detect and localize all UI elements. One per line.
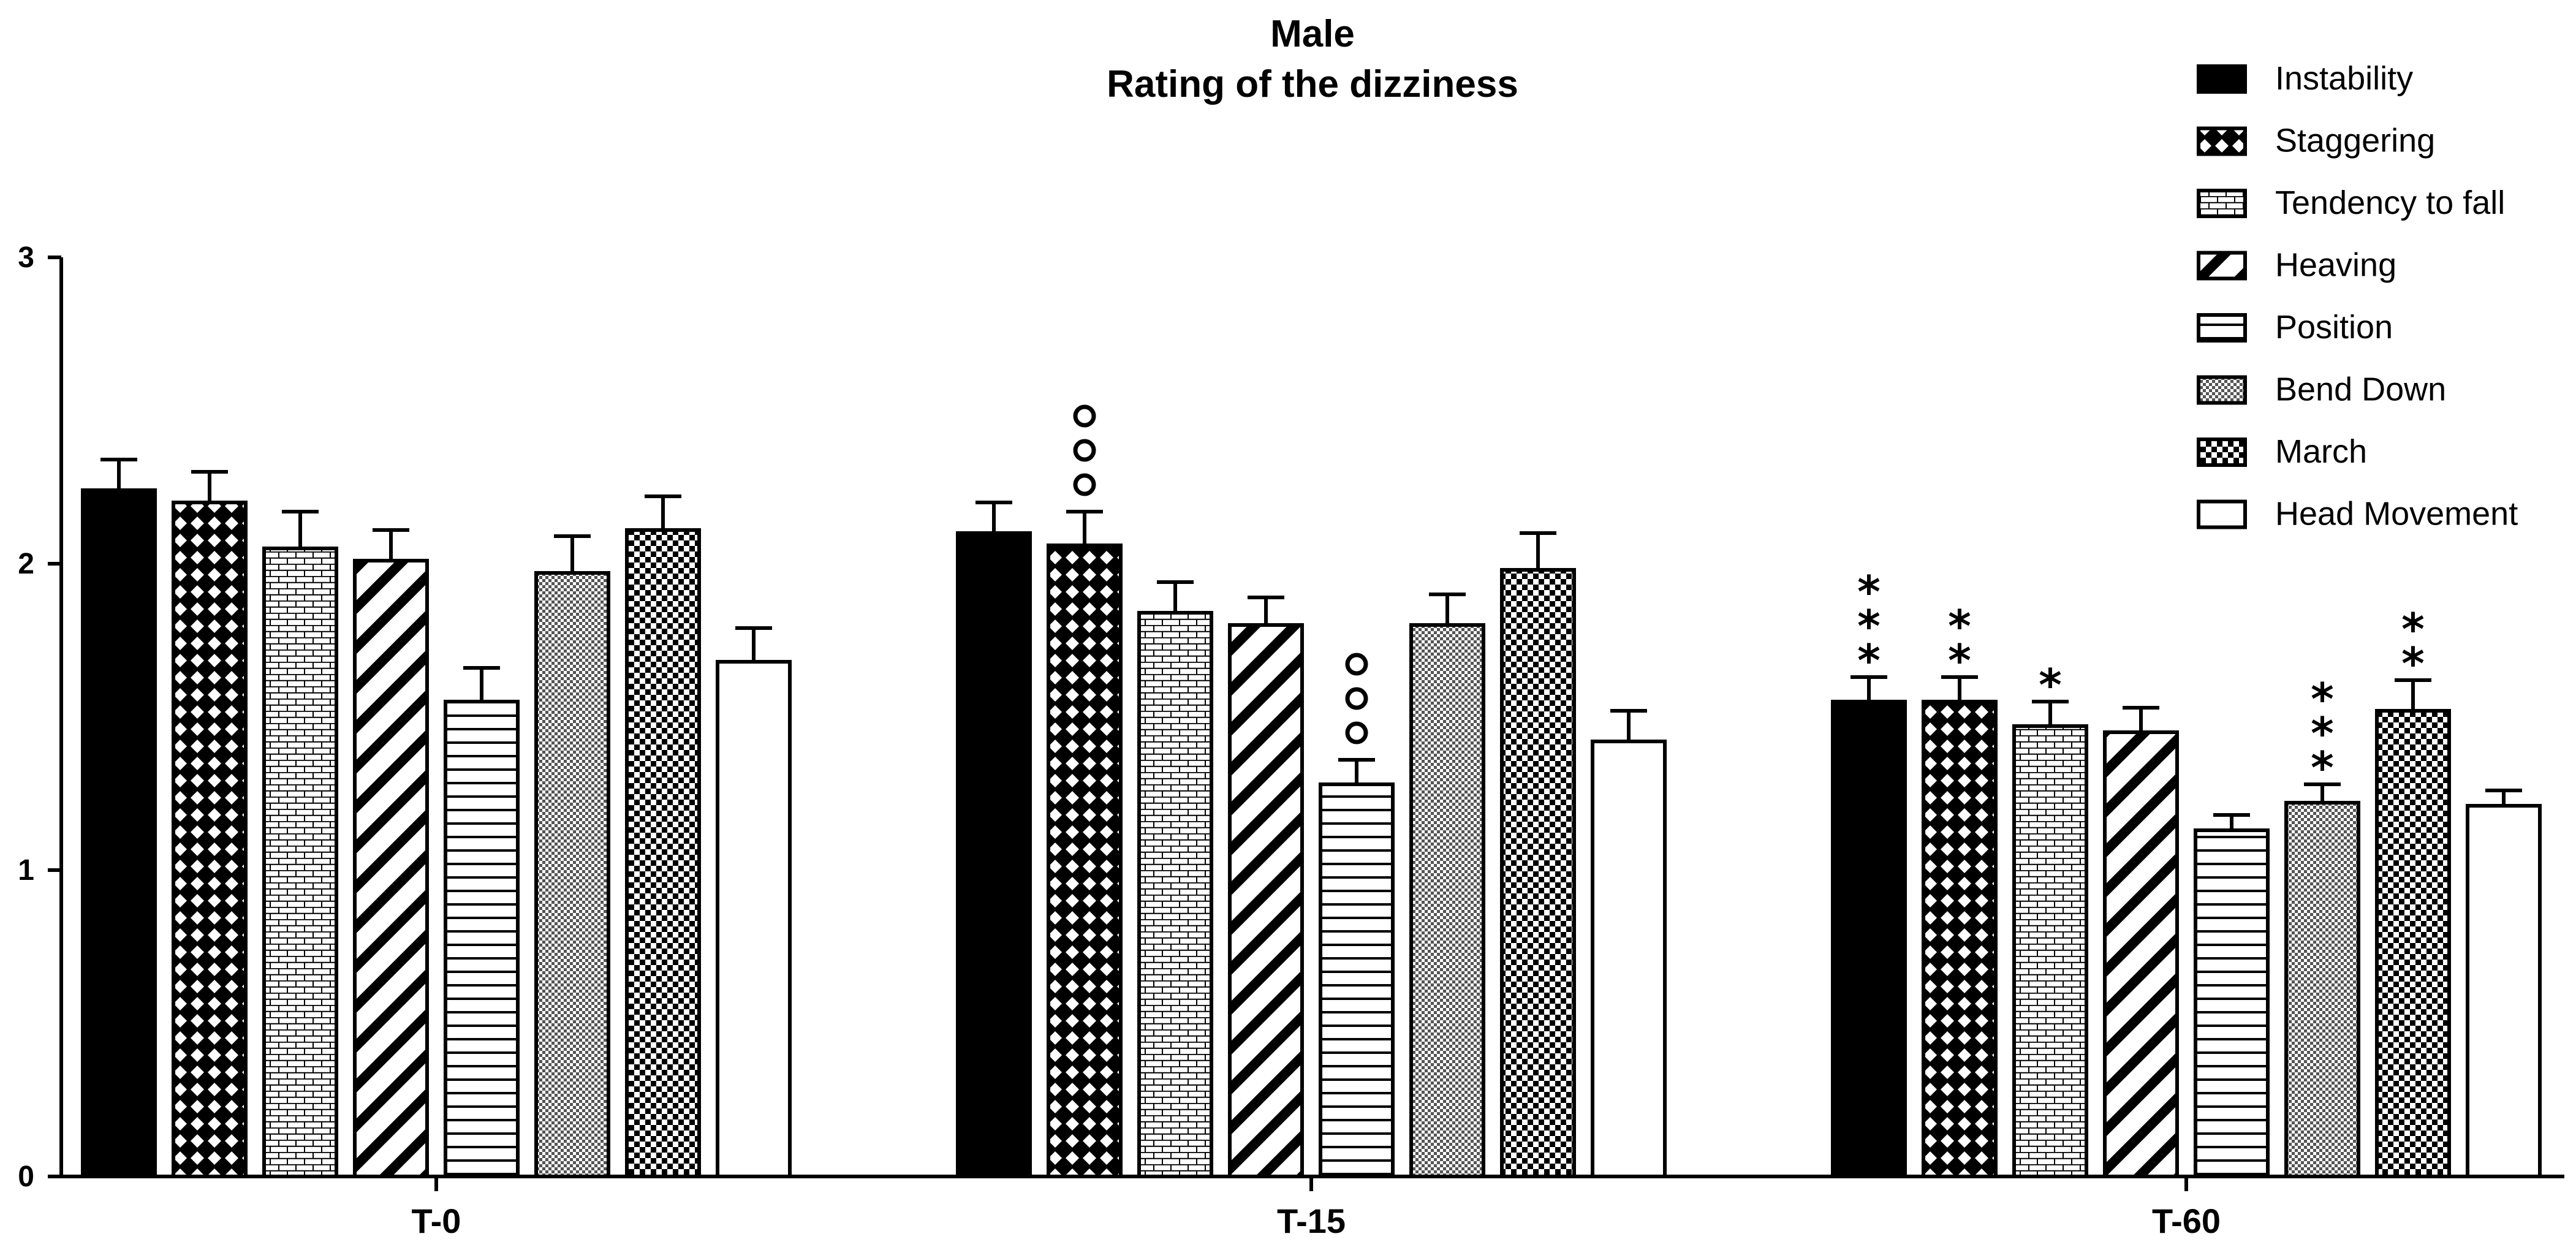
legend-label-heaving: Heaving xyxy=(2275,247,2396,284)
significance-star-t-60-march-1: * xyxy=(2401,604,2425,655)
significance-star-t-60-tendency-to-fall-1: * xyxy=(2039,659,2062,711)
y-tick-label-1: 1 xyxy=(18,854,34,887)
significance-circle-t-15-position-3 xyxy=(1345,721,1368,744)
bar-t-60-heaving xyxy=(2103,730,2179,1178)
legend-swatch-instability xyxy=(2197,64,2247,94)
y-tick-label-2: 2 xyxy=(18,548,34,580)
bar-t-0-instability xyxy=(81,488,157,1178)
legend-item-instability: Instability xyxy=(2197,60,2413,97)
legend-swatch-bend-down xyxy=(2197,375,2247,405)
bar-t-0-head-movement xyxy=(716,660,792,1178)
significance-star-t-60-staggering-2: * xyxy=(1948,635,1971,686)
axes: 0 1 2 3 T-0 T-15 T-60 xyxy=(18,241,2564,1240)
significance-circle-t-15-staggering-3 xyxy=(1073,473,1096,496)
legend-label-position: Position xyxy=(2275,309,2393,346)
bar-t-60-position xyxy=(2194,828,2270,1178)
bar-t-15-march xyxy=(1500,568,1576,1178)
bar-t-0-position xyxy=(444,700,520,1178)
bar-t-15-staggering xyxy=(1047,544,1123,1178)
significance-circle-t-15-position-2 xyxy=(1345,687,1368,710)
bar-group-t-15 xyxy=(956,501,1667,1178)
y-tick-label-0: 0 xyxy=(18,1161,34,1193)
significance-star-t-60-march-2: * xyxy=(2401,638,2425,689)
significance-star-t-60-bend-down-2: * xyxy=(2311,708,2334,759)
legend-item-tendency-to-fall: Tendency to fall xyxy=(2197,184,2505,221)
bar-t-15-bend-down xyxy=(1409,623,1485,1178)
bar-t-60-staggering xyxy=(1922,700,1998,1178)
bar-t-15-position xyxy=(1319,782,1395,1178)
legend-label-tendency-to-fall: Tendency to fall xyxy=(2275,184,2505,221)
legend-item-march: March xyxy=(2197,433,2367,470)
plot-area: ***** * ***** xyxy=(81,404,2542,1178)
bar-t-15-tendency-to-fall xyxy=(1137,611,1213,1178)
legend-item-staggering: Staggering xyxy=(2197,123,2435,159)
legend-label-staggering: Staggering xyxy=(2275,123,2435,159)
legend-item-bend-down: Bend Down xyxy=(2197,371,2446,408)
significance-circle-t-15-staggering-1 xyxy=(1073,404,1096,428)
bar-t-15-head-movement xyxy=(1591,740,1667,1178)
legend-swatch-march xyxy=(2197,438,2247,467)
x-tick-label-t-0: T-0 xyxy=(412,1202,461,1240)
bar-group-t-60 xyxy=(1831,675,2542,1178)
significance-star-t-60-instability-1: * xyxy=(1857,566,1881,618)
bar-t-15-instability xyxy=(956,531,1032,1178)
significance-annotations: ***** * ***** xyxy=(1073,404,2425,794)
x-tick-label-t-60: T-60 xyxy=(2152,1202,2221,1240)
significance-star-t-60-instability-3: * xyxy=(1857,635,1881,686)
legend-swatch-staggering xyxy=(2197,126,2247,156)
legend-swatch-heaving xyxy=(2197,251,2247,281)
legend-swatch-position xyxy=(2197,313,2247,343)
legend-item-position: Position xyxy=(2197,309,2393,346)
legend-label-march: March xyxy=(2275,433,2367,470)
bar-t-60-instability xyxy=(1831,700,1907,1178)
bar-t-60-march xyxy=(2375,709,2451,1178)
bar-t-0-tendency-to-fall xyxy=(262,547,338,1178)
bar-group-t-0 xyxy=(81,458,792,1178)
legend-swatch-tendency-to-fall xyxy=(2197,189,2247,218)
y-tick-label-3: 3 xyxy=(18,241,34,274)
chart-title-line-1: Male xyxy=(1270,13,1355,55)
bar-t-0-heaving xyxy=(353,559,429,1178)
bar-t-0-bend-down xyxy=(534,571,610,1178)
legend-item-head-movement: Head Movement xyxy=(2197,496,2518,532)
legend: Instability Staggering Tendency to fall Hea… xyxy=(2197,60,2518,532)
legend-label-instability: Instability xyxy=(2275,60,2413,97)
x-tick-label-t-15: T-15 xyxy=(1277,1202,1346,1240)
significance-star-t-60-staggering-1: * xyxy=(1948,600,1971,652)
legend-label-bend-down: Bend Down xyxy=(2275,371,2446,408)
significance-circle-t-15-staggering-2 xyxy=(1073,439,1096,462)
significance-star-t-60-bend-down-1: * xyxy=(2311,673,2334,725)
legend-item-heaving: Heaving xyxy=(2197,247,2396,284)
legend-swatch-head-movement xyxy=(2197,499,2247,529)
bar-t-0-staggering xyxy=(172,501,248,1178)
significance-star-t-60-bend-down-3: * xyxy=(2311,742,2334,794)
significance-circle-t-15-position-1 xyxy=(1345,653,1368,676)
bar-t-15-heaving xyxy=(1228,623,1304,1178)
bar-t-60-bend-down xyxy=(2284,801,2360,1178)
legend-label-head-movement: Head Movement xyxy=(2275,496,2518,532)
chart-title: Male Rating of the dizziness xyxy=(1107,13,1518,105)
bar-t-0-march xyxy=(625,528,701,1178)
bar-t-60-head-movement xyxy=(2466,804,2542,1178)
significance-star-t-60-instability-2: * xyxy=(1857,600,1881,652)
bar-t-60-tendency-to-fall xyxy=(2012,724,2088,1178)
chart-title-line-2: Rating of the dizziness xyxy=(1107,63,1518,105)
